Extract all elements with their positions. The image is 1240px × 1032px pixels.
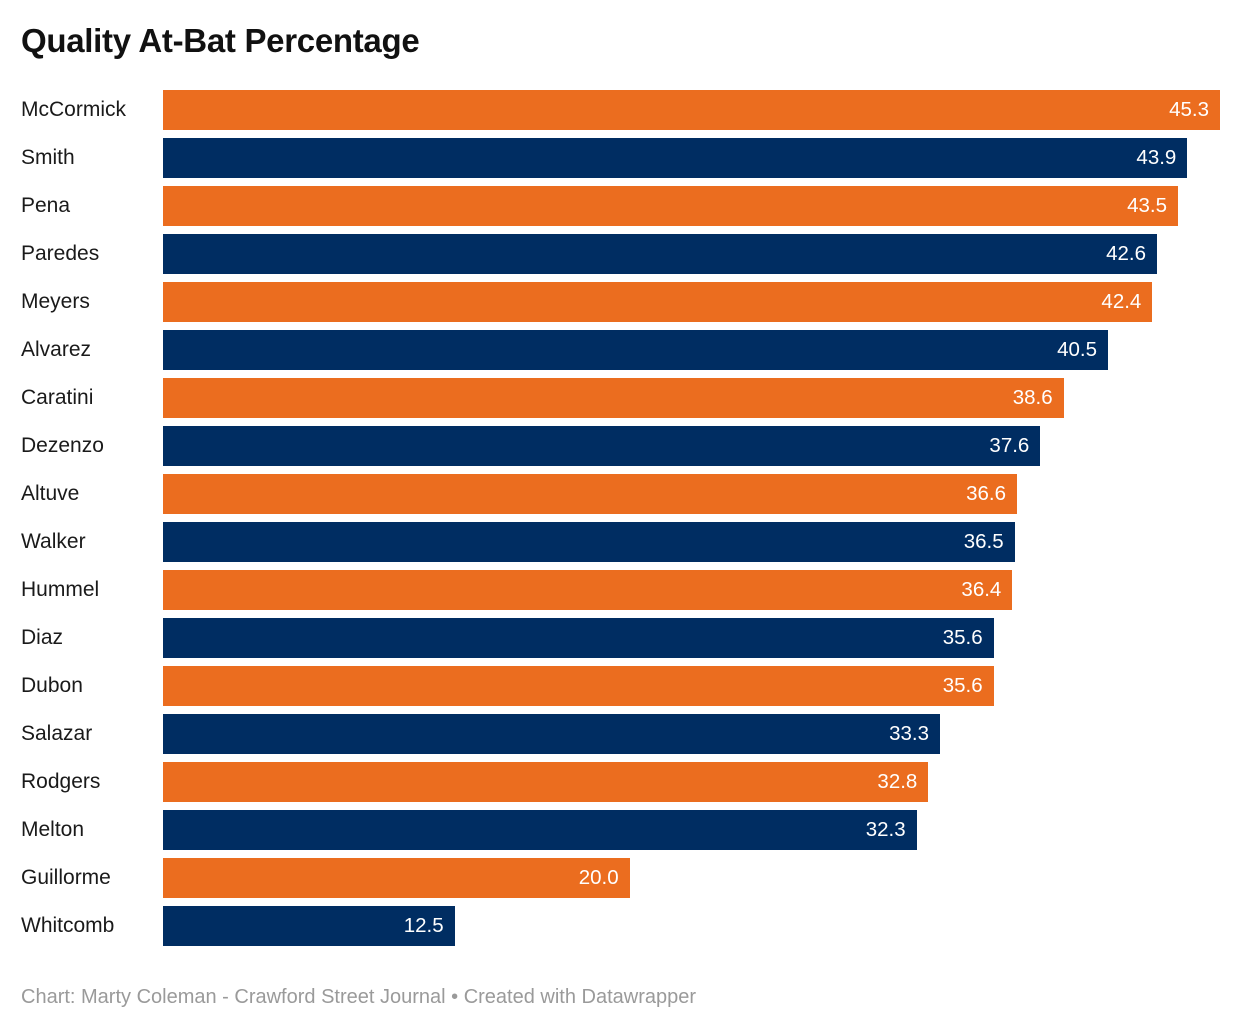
bar-track: 35.6 bbox=[163, 618, 1220, 658]
bar-row: Whitcomb 12.5 bbox=[21, 906, 1220, 946]
value-label: 35.6 bbox=[942, 626, 983, 649]
bar-track: 43.9 bbox=[163, 138, 1220, 178]
bar-row: Hummel 36.4 bbox=[21, 570, 1220, 610]
value-label: 36.6 bbox=[966, 482, 1006, 505]
bar-row: Pena 43.5 bbox=[21, 186, 1220, 226]
value-label: 37.6 bbox=[989, 434, 1030, 457]
value-label: 12.5 bbox=[403, 914, 444, 937]
bar: 20.0 bbox=[163, 858, 630, 898]
bar: 43.9 bbox=[163, 138, 1188, 178]
bar-track: 42.6 bbox=[163, 234, 1220, 274]
bar-track: 36.5 bbox=[163, 522, 1220, 562]
bar: 35.6 bbox=[163, 666, 994, 706]
bar: 40.5 bbox=[163, 330, 1108, 370]
category-label: Dubon bbox=[21, 674, 83, 697]
value-label: 45.3 bbox=[1169, 98, 1209, 121]
category-label: Caratini bbox=[21, 386, 94, 409]
bar-track: 38.6 bbox=[163, 378, 1220, 418]
bar-row: Dubon 35.6 bbox=[21, 666, 1220, 706]
value-label: 42.4 bbox=[1101, 290, 1142, 313]
category-label: Paredes bbox=[21, 242, 100, 265]
bar-chart-plot-area: McCormick 45.3 Smith 43.9 Pena 43.5 Paredes 42.… bbox=[21, 90, 1220, 946]
value-label: 36.5 bbox=[963, 530, 1004, 553]
bar: 36.4 bbox=[163, 570, 1013, 610]
category-label: Walker bbox=[21, 530, 86, 553]
bar-track: 20.0 bbox=[163, 858, 1220, 898]
value-label: 32.3 bbox=[865, 818, 906, 841]
chart-title: Quality At-Bat Percentage bbox=[21, 22, 420, 59]
bar-track: 35.6 bbox=[163, 666, 1220, 706]
bar-track: 32.8 bbox=[163, 762, 1220, 802]
bar: 35.6 bbox=[163, 618, 994, 658]
bar-row: Paredes 42.6 bbox=[21, 234, 1220, 274]
category-label: Whitcomb bbox=[21, 914, 115, 937]
value-label: 33.3 bbox=[889, 722, 929, 745]
category-label: Altuve bbox=[21, 482, 80, 505]
bar-track: 40.5 bbox=[163, 330, 1220, 370]
bar-row: Altuve 36.6 bbox=[21, 474, 1220, 514]
category-label: Dezenzo bbox=[21, 434, 104, 457]
bar-track: 32.3 bbox=[163, 810, 1220, 850]
bar-track: 12.5 bbox=[163, 906, 1220, 946]
bar: 42.4 bbox=[163, 282, 1153, 322]
category-label: Pena bbox=[21, 194, 71, 217]
category-label: Hummel bbox=[21, 578, 100, 601]
bar-track: 36.4 bbox=[163, 570, 1220, 610]
bar: 32.8 bbox=[163, 762, 929, 802]
bar: 37.6 bbox=[163, 426, 1041, 466]
value-label: 40.5 bbox=[1057, 338, 1097, 361]
category-label: Diaz bbox=[21, 626, 64, 649]
bar: 43.5 bbox=[163, 186, 1178, 226]
bar-track: 37.6 bbox=[163, 426, 1220, 466]
bar-track: 33.3 bbox=[163, 714, 1220, 754]
bar-row: Melton 32.3 bbox=[21, 810, 1220, 850]
category-label: Melton bbox=[21, 818, 85, 841]
category-label: Smith bbox=[21, 146, 75, 169]
category-label: Rodgers bbox=[21, 770, 101, 793]
bar-row: Meyers 42.4 bbox=[21, 282, 1220, 322]
bar: 42.6 bbox=[163, 234, 1157, 274]
bar-track: 36.6 bbox=[163, 474, 1220, 514]
category-label: Meyers bbox=[21, 290, 90, 313]
value-label: 43.9 bbox=[1136, 146, 1177, 169]
bar: 32.3 bbox=[163, 810, 917, 850]
bar-row: Caratini 38.6 bbox=[21, 378, 1220, 418]
bar-row: Guillorme 20.0 bbox=[21, 858, 1220, 898]
bar-track: 42.4 bbox=[163, 282, 1220, 322]
value-label: 35.6 bbox=[942, 674, 983, 697]
bar-row: Walker 36.5 bbox=[21, 522, 1220, 562]
bar-row: Smith 43.9 bbox=[21, 138, 1220, 178]
bar-row: Salazar 33.3 bbox=[21, 714, 1220, 754]
category-label: Salazar bbox=[21, 722, 93, 745]
value-label: 38.6 bbox=[1012, 386, 1053, 409]
value-label: 36.4 bbox=[961, 578, 1002, 601]
category-label: Alvarez bbox=[21, 338, 92, 361]
bar-row: Alvarez 40.5 bbox=[21, 330, 1220, 370]
bar: 36.6 bbox=[163, 474, 1017, 514]
bar: 45.3 bbox=[163, 90, 1220, 130]
bar: 38.6 bbox=[163, 378, 1064, 418]
bar: 33.3 bbox=[163, 714, 940, 754]
value-label: 43.5 bbox=[1127, 194, 1167, 217]
bar-row: Diaz 35.6 bbox=[21, 618, 1220, 658]
chart-footer-attribution: Chart: Marty Coleman - Crawford Street J… bbox=[21, 986, 697, 1008]
bar-track: 43.5 bbox=[163, 186, 1220, 226]
value-label: 32.8 bbox=[877, 770, 918, 793]
value-label: 20.0 bbox=[578, 866, 619, 889]
bar: 36.5 bbox=[163, 522, 1015, 562]
bar-row: Dezenzo 37.6 bbox=[21, 426, 1220, 466]
category-label: Guillorme bbox=[21, 866, 111, 889]
bar-row: McCormick 45.3 bbox=[21, 90, 1220, 130]
bar-track: 45.3 bbox=[163, 90, 1220, 130]
bar: 12.5 bbox=[163, 906, 455, 946]
bar-row: Rodgers 32.8 bbox=[21, 762, 1220, 802]
category-label: McCormick bbox=[21, 98, 126, 121]
value-label: 42.6 bbox=[1106, 242, 1146, 265]
